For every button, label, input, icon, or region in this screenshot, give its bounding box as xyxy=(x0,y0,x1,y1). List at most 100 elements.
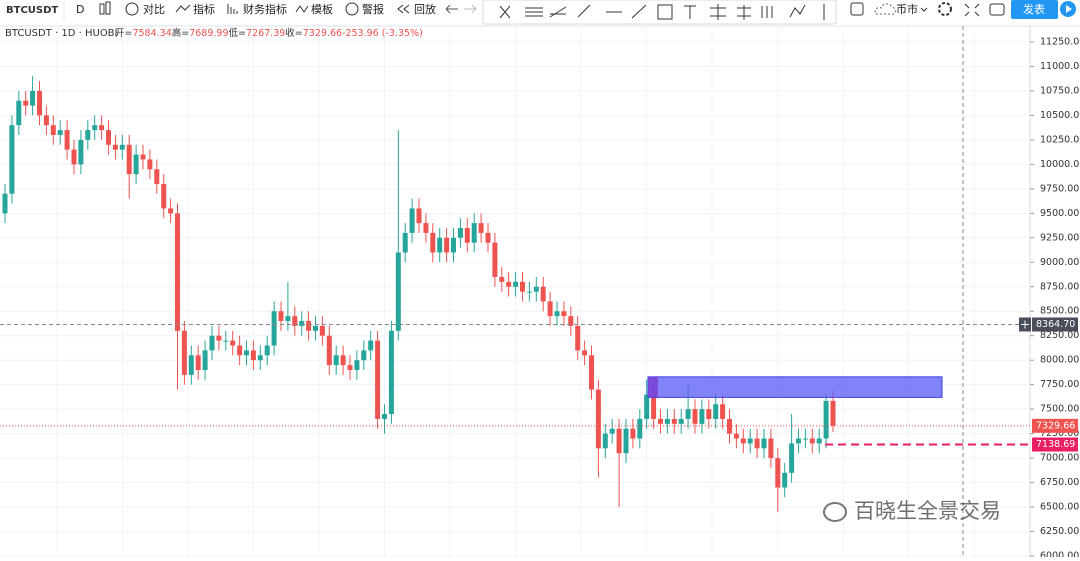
candle-body xyxy=(809,438,815,444)
candle-body xyxy=(209,335,215,351)
y-tick-label: 9250.00 xyxy=(1040,232,1079,243)
candle-body xyxy=(733,433,739,439)
legend-value: 7584.34 xyxy=(132,28,171,39)
candle-body xyxy=(699,409,705,424)
candle-body xyxy=(244,350,249,356)
alert-price: 7138.69 xyxy=(1036,439,1075,450)
candle-body xyxy=(506,281,512,287)
candle-body xyxy=(623,428,629,454)
candle-body xyxy=(602,433,608,449)
candle-body xyxy=(271,311,277,346)
publish-button[interactable] xyxy=(1011,0,1058,19)
candle-body xyxy=(802,438,808,440)
alert-price-box xyxy=(1032,437,1078,452)
y-tick-label: 11250.00 xyxy=(1040,36,1080,47)
candle-body xyxy=(561,311,567,317)
candle-body xyxy=(478,223,484,233)
last-price: 7329.66 xyxy=(1036,420,1075,431)
y-tick-label: 6750.00 xyxy=(1040,477,1079,488)
legend-label: 收= xyxy=(285,27,302,39)
candle-body xyxy=(99,125,105,131)
square-icon[interactable] xyxy=(850,2,864,16)
symbol[interactable]: BTCUSDT xyxy=(6,5,58,16)
redo[interactable] xyxy=(464,4,477,14)
plot xyxy=(2,76,836,512)
crosshair-price-box xyxy=(1032,317,1078,332)
y-tick-label: 10750.00 xyxy=(1040,85,1080,96)
candle-body xyxy=(71,149,77,165)
alert-icon[interactable] xyxy=(345,2,359,16)
candle-body xyxy=(713,404,719,419)
candle-style-icon[interactable] xyxy=(99,1,111,15)
toolbar-item[interactable]: 回放 xyxy=(414,2,436,16)
settings-icon[interactable] xyxy=(938,2,952,16)
candle-body xyxy=(361,350,367,361)
candle-body xyxy=(595,389,601,449)
candle-body xyxy=(678,418,684,424)
indicator-icon[interactable] xyxy=(175,4,191,13)
camera-icon[interactable] xyxy=(989,3,1005,16)
candle-body xyxy=(616,428,622,454)
candle-body xyxy=(423,223,429,233)
template-icon[interactable] xyxy=(295,5,309,13)
toolbar-item[interactable]: 指标 xyxy=(193,2,215,16)
financial-icon[interactable] xyxy=(227,4,238,14)
candle-body xyxy=(816,438,822,444)
candle-body xyxy=(444,237,450,253)
watermark-icon xyxy=(823,502,847,522)
cloud-icon[interactable] xyxy=(874,3,896,15)
candle-body xyxy=(740,438,746,444)
currency[interactable]: 币市 xyxy=(896,2,918,16)
candle-body xyxy=(568,316,574,326)
candle-body xyxy=(658,418,663,424)
candle-body xyxy=(202,350,208,370)
candle-body xyxy=(533,286,539,292)
toolbar-item[interactable]: 财务指标 xyxy=(243,2,287,16)
legend-title: BTCUSDT · 1D · HUOBI xyxy=(5,28,118,39)
candle-body xyxy=(685,409,691,419)
watermark: 百晓生全景交易 xyxy=(854,499,1001,523)
compare-icon[interactable] xyxy=(125,2,139,16)
candle-body xyxy=(237,345,243,356)
candle-body xyxy=(168,208,174,214)
drawing-tools[interactable] xyxy=(499,4,825,20)
candle-body xyxy=(382,414,387,419)
candle-body xyxy=(582,350,588,356)
toolbar-item[interactable]: 对比 xyxy=(143,2,165,16)
fullscreen-icon[interactable] xyxy=(964,3,980,17)
legend-change: -253.96 (-3.35%) xyxy=(342,28,423,39)
candle-body xyxy=(782,472,788,488)
interval[interactable]: D xyxy=(76,3,84,16)
y-tick-label: 10500.00 xyxy=(1040,110,1080,121)
candle-body xyxy=(471,223,477,243)
y-tick-label: 8750.00 xyxy=(1040,281,1079,292)
candle-body xyxy=(747,438,753,444)
grid: 6000.00 6250.00 6500.00 6750.00 7000.00 7250.… xyxy=(0,26,1080,561)
candle-body xyxy=(133,154,139,175)
candle-body xyxy=(485,232,491,243)
toolbar-item[interactable]: 模板 xyxy=(311,2,333,16)
candle-body xyxy=(513,281,519,287)
y-tick-label: 6000.00 xyxy=(1040,551,1079,557)
undo[interactable] xyxy=(445,4,458,14)
replay-icon[interactable] xyxy=(397,4,410,14)
overlay: 8364.70 7329.66 7138.69 百晓生全景交易 xyxy=(0,26,1078,557)
candle-body xyxy=(464,228,470,243)
y-tick-label: 7250.00 xyxy=(1040,428,1079,439)
y-tick-label: 10250.00 xyxy=(1040,134,1080,145)
dropdown[interactable] xyxy=(920,7,928,12)
supply-zone xyxy=(647,376,943,398)
candle-body xyxy=(30,90,36,106)
y-tick-label: 8500.00 xyxy=(1040,306,1079,317)
publish-label[interactable]: 发表 xyxy=(1023,2,1045,16)
zone-edge xyxy=(648,376,658,398)
candle-body xyxy=(720,404,726,419)
candle-body xyxy=(250,350,256,361)
candle-body xyxy=(23,100,29,106)
y-tick-label: 9750.00 xyxy=(1040,183,1079,194)
candle-body xyxy=(651,394,657,419)
toolbar-item[interactable]: 警报 xyxy=(362,2,384,16)
candle-body xyxy=(264,345,270,356)
y-tick-label: 10000.00 xyxy=(1040,159,1080,170)
